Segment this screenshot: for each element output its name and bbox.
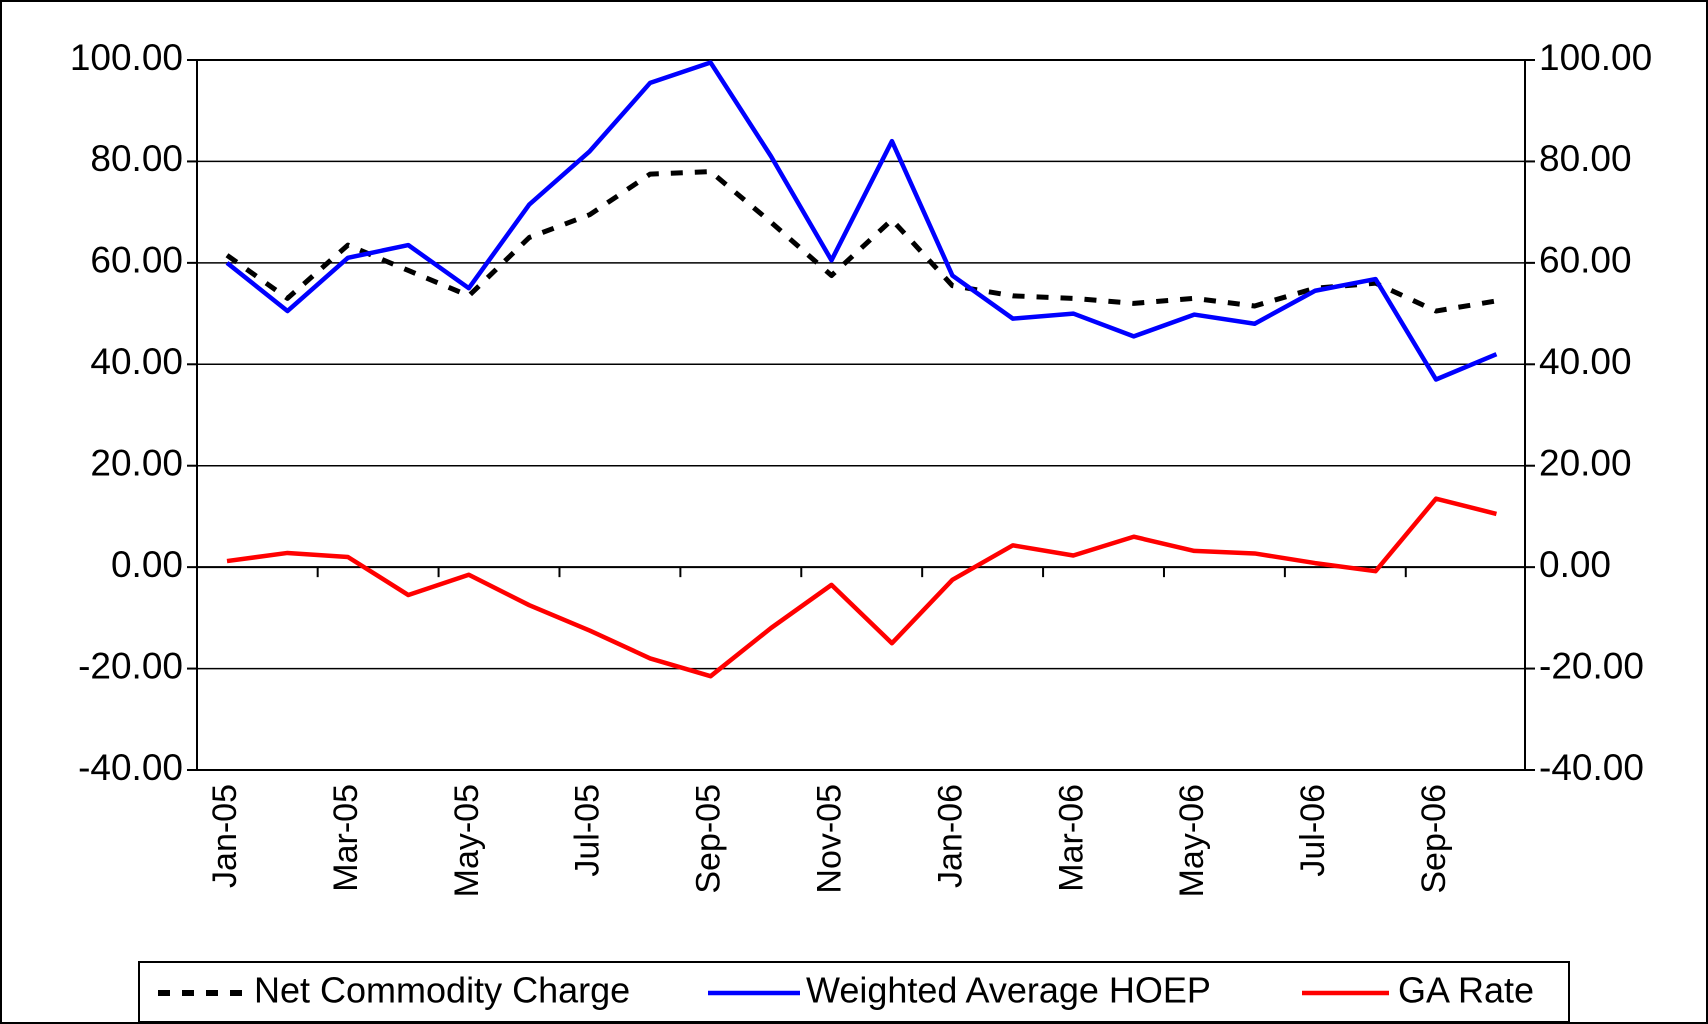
x-tick-label: Jan-05 [206,784,244,888]
series-line [225,60,1498,382]
y2-tick-label: 100.00 [1539,37,1652,78]
x-tick-label: Jul-06 [1294,784,1332,877]
x-tick-label: Sep-05 [690,784,728,894]
y-tick-label: 100.00 [70,37,183,78]
series-line [226,496,1497,679]
y-tick-label: 0.00 [111,544,183,585]
legend-label: Net Commodity Charge [254,970,630,1011]
y2-tick-label: -40.00 [1539,747,1644,788]
x-tick-label: Mar-05 [327,784,365,892]
y2-tick-label: -20.00 [1539,645,1644,686]
y-tick-label: 80.00 [90,138,183,179]
x-tick-label: Nov-05 [810,784,848,894]
x-tick-label: Jul-05 [569,784,607,877]
legend-label: Weighted Average HOEP [806,970,1211,1011]
y-tick-label: 20.00 [90,442,183,483]
y2-tick-label: 60.00 [1539,240,1632,281]
x-tick-label: Jan-06 [931,784,969,888]
x-tick-label: May-06 [1173,784,1211,897]
y-tick-label: -40.00 [78,747,183,788]
x-tick-label: Sep-06 [1415,784,1453,894]
y-tick-label: -20.00 [78,645,183,686]
x-tick-label: May-05 [448,784,486,897]
series-line [225,169,1497,314]
y-tick-label: 40.00 [90,341,183,382]
y2-tick-label: 40.00 [1539,341,1632,382]
y-tick-label: 60.00 [90,240,183,281]
y2-tick-label: 0.00 [1539,544,1611,585]
y2-tick-label: 80.00 [1539,138,1632,179]
legend-label: GA Rate [1398,970,1534,1011]
y2-tick-label: 20.00 [1539,442,1632,483]
x-tick-label: Mar-06 [1052,784,1090,892]
